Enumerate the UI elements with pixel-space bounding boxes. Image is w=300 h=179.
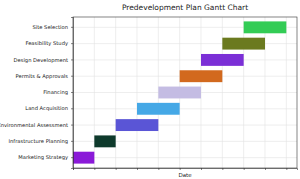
tick: Permits & Approvals [16, 73, 73, 80]
tick-label: Feasibility Study [25, 40, 68, 47]
tick-mark [71, 59, 73, 60]
tick-mark [71, 27, 73, 28]
frame [73, 17, 297, 168]
tick-mark [222, 168, 223, 170]
tick-mark [71, 108, 73, 109]
x-axis [74, 168, 298, 170]
y-axis: Site Selection Feasibility Study Design De… [0, 18, 74, 169]
tick [201, 168, 202, 170]
grid [73, 17, 297, 168]
chart: Site Selection Feasibility Study Design De… [0, 0, 300, 179]
tick [137, 168, 138, 170]
tick [265, 168, 266, 170]
tick: Feasibility Study [25, 40, 73, 47]
grid-line [73, 157, 297, 158]
bar [180, 70, 223, 82]
tick-mark [116, 168, 117, 170]
tick [180, 168, 181, 170]
tick-mark [265, 168, 266, 170]
tick [244, 168, 245, 170]
tick [158, 168, 159, 170]
tick [116, 168, 117, 170]
tick-mark [158, 168, 159, 170]
axis-line [71, 18, 74, 169]
tick: Environmental Assessment [0, 122, 73, 128]
bar [222, 38, 265, 50]
grid-line [73, 125, 297, 126]
title: Predevelopment Plan Gantt Chart [122, 3, 248, 12]
tick-mark [71, 76, 73, 77]
tick-mark [71, 43, 73, 44]
grid-line [73, 59, 297, 60]
tick: Financing [43, 89, 73, 96]
tick: Site Selection [32, 24, 73, 30]
bar [116, 119, 159, 131]
bar [137, 103, 180, 115]
tick-label: Environmental Assessment [0, 122, 68, 128]
tick-label: Permits & Approvals [16, 73, 69, 80]
bar [73, 152, 94, 164]
tick: Design Development [14, 57, 73, 64]
tick-mark [286, 168, 287, 170]
tick: Land Acquisition [25, 105, 73, 112]
tick-mark [180, 168, 181, 170]
tick-label: Infrastructure Planning [9, 138, 69, 145]
tick: Marketing Strategy [18, 154, 73, 161]
tick-label: Site Selection [32, 24, 68, 30]
tick [222, 168, 223, 170]
tick-mark [71, 157, 73, 158]
x-axis-title: Date [178, 172, 192, 178]
bars [73, 21, 286, 163]
tick-mark [137, 168, 138, 170]
tick-mark [71, 125, 73, 126]
tick-mark [71, 141, 73, 142]
bar [244, 21, 287, 33]
tick-label: Marketing Strategy [18, 154, 68, 161]
tick-label: Design Development [14, 57, 68, 64]
grid-line [73, 108, 297, 109]
bar [94, 135, 115, 147]
tick-mark [94, 168, 95, 170]
tick-label: Financing [43, 89, 68, 96]
tick [286, 168, 287, 170]
tick-mark [71, 92, 73, 93]
axis-line [74, 169, 298, 171]
tick-label: Land Acquisition [25, 105, 68, 112]
tick-mark [201, 168, 202, 170]
tick: Infrastructure Planning [9, 138, 74, 145]
bar [201, 54, 244, 66]
tick-mark [244, 168, 245, 170]
tick [94, 168, 95, 170]
bar [158, 87, 201, 99]
